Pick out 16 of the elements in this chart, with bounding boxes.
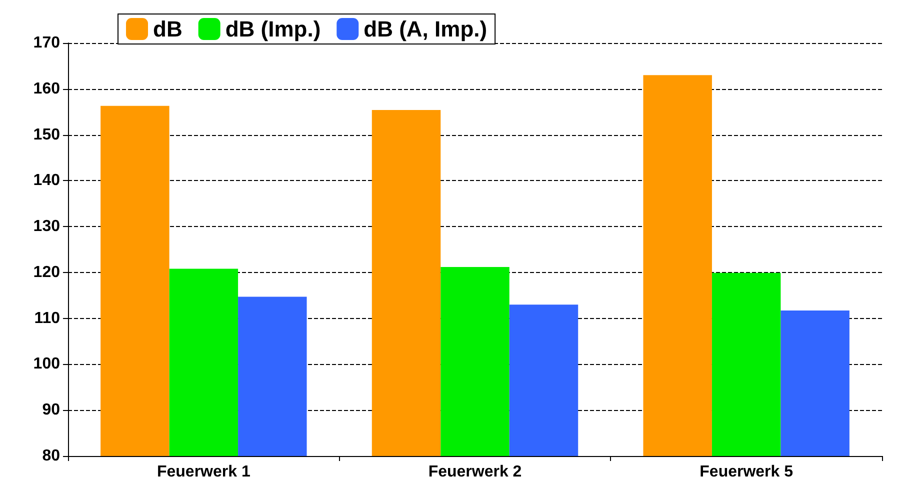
- x-tick-label: Feuerwerk 2: [428, 464, 522, 480]
- y-tick-label: 130: [33, 218, 60, 236]
- y-tick-label: 90: [42, 402, 60, 419]
- y-tick-label: 80: [42, 448, 60, 464]
- y-tick-label: 170: [33, 34, 60, 52]
- x-tick-label: Feuerwerk 1: [156, 464, 250, 480]
- y-tick-label: 140: [33, 172, 60, 190]
- y-tick-label: 160: [33, 80, 60, 98]
- y-tick-label: 110: [34, 310, 60, 327]
- legend-label: dB: [153, 16, 182, 42]
- y-tick-label: 150: [33, 126, 60, 144]
- x-tick-label: Feuerwerk 5: [700, 464, 794, 480]
- legend-label: dB (Imp.): [225, 16, 321, 42]
- legend-label: dB (A, Imp.): [364, 16, 488, 42]
- y-tick-label: 120: [33, 264, 60, 281]
- y-tick-label: 100: [33, 356, 60, 373]
